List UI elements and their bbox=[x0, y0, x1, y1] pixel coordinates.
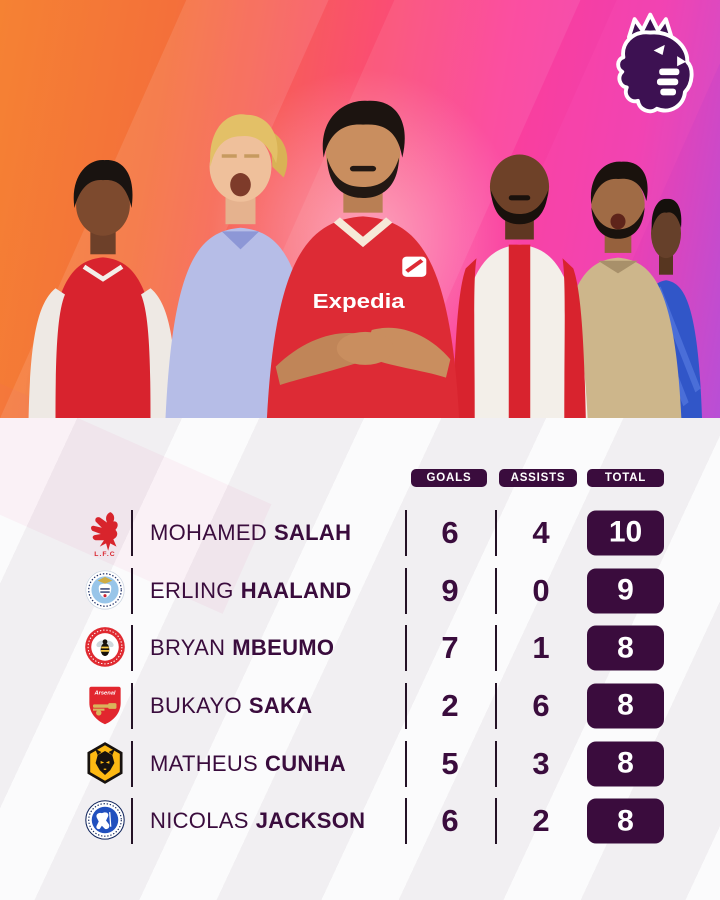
assists-value: 0 bbox=[532, 572, 550, 608]
premier-league-lion-logo-icon bbox=[616, 12, 694, 114]
player-last-name: HAALAND bbox=[240, 577, 352, 603]
arsenal-badge-icon bbox=[84, 682, 126, 730]
column-divider bbox=[405, 798, 407, 845]
column-divider bbox=[405, 740, 407, 787]
club-badge-cell bbox=[80, 740, 130, 788]
player-first-name: BUKAYO bbox=[150, 692, 242, 718]
chelsea-badge-icon bbox=[84, 797, 126, 845]
goals-value: 7 bbox=[441, 630, 459, 666]
column-divider bbox=[495, 625, 497, 672]
column-divider bbox=[405, 567, 407, 614]
column-divider bbox=[131, 625, 133, 672]
player-last-name: CUNHA bbox=[265, 750, 346, 776]
club-badge-cell bbox=[80, 567, 130, 615]
player-first-name: MATHEUS bbox=[150, 750, 259, 776]
player-bukayo-saka-photo bbox=[28, 159, 178, 418]
brentford-badge-icon bbox=[84, 624, 126, 672]
assists-value: 1 bbox=[532, 630, 550, 666]
player-name: BRYAN MBEUMO bbox=[150, 635, 400, 661]
hero-image: Expedia bbox=[0, 0, 720, 418]
assists-value: 4 bbox=[532, 514, 550, 550]
table-rows: MOHAMED SALAH 6 4 10 ERLING HAALAND 9 0 9 bbox=[0, 504, 720, 850]
jersey-sponsor-text: Expedia bbox=[313, 290, 406, 313]
column-divider bbox=[495, 740, 497, 787]
club-badge-cell bbox=[80, 682, 130, 730]
column-header-total: TOTAL bbox=[587, 469, 664, 487]
table-row: ERLING HAALAND 9 0 9 bbox=[0, 562, 720, 620]
club-badge-cell bbox=[80, 509, 130, 557]
player-first-name: ERLING bbox=[150, 577, 234, 603]
goals-value: 6 bbox=[441, 803, 459, 839]
total-value: 8 bbox=[617, 746, 634, 780]
total-value: 8 bbox=[617, 804, 634, 838]
total-badge: 8 bbox=[587, 741, 664, 787]
column-divider bbox=[405, 625, 407, 672]
goals-value: 9 bbox=[441, 572, 459, 608]
player-matheus-cunha-photo bbox=[554, 161, 682, 418]
table-row: NICOLAS JACKSON 6 2 8 bbox=[0, 792, 720, 850]
column-divider bbox=[131, 682, 133, 729]
total-badge: 8 bbox=[587, 798, 664, 844]
club-badge-cell bbox=[80, 624, 130, 672]
total-value: 8 bbox=[617, 688, 634, 722]
table-row: BUKAYO SAKA 2 6 8 bbox=[0, 677, 720, 735]
table-row: MATHEUS CUNHA 5 3 8 bbox=[0, 735, 720, 793]
column-divider bbox=[131, 740, 133, 787]
table-row: MOHAMED SALAH 6 4 10 bbox=[0, 504, 720, 562]
player-name: BUKAYO SAKA bbox=[150, 693, 400, 719]
total-badge: 10 bbox=[587, 510, 664, 556]
player-mohamed-salah-photo: Expedia bbox=[266, 100, 460, 418]
total-value: 9 bbox=[617, 573, 634, 607]
liverpool-badge-icon bbox=[84, 509, 126, 557]
column-divider bbox=[495, 682, 497, 729]
player-last-name: MBEUMO bbox=[232, 635, 335, 661]
goals-value: 6 bbox=[441, 514, 459, 550]
column-divider bbox=[405, 682, 407, 729]
man-city-badge-icon bbox=[84, 567, 126, 615]
total-value: 8 bbox=[617, 631, 634, 665]
assists-value: 2 bbox=[532, 803, 550, 839]
column-divider bbox=[131, 567, 133, 614]
column-divider bbox=[495, 798, 497, 845]
assists-value: 3 bbox=[532, 745, 550, 781]
column-header-assists: ASSISTS bbox=[499, 469, 577, 487]
player-name: NICOLAS JACKSON bbox=[150, 808, 400, 834]
player-last-name: SAKA bbox=[248, 692, 313, 718]
player-last-name: SALAH bbox=[274, 519, 352, 545]
player-name: ERLING HAALAND bbox=[150, 578, 400, 604]
total-badge: 8 bbox=[587, 625, 664, 671]
total-value: 10 bbox=[608, 515, 643, 549]
goals-value: 5 bbox=[441, 745, 459, 781]
player-first-name: MOHAMED bbox=[150, 519, 267, 545]
goals-value: 2 bbox=[441, 687, 459, 723]
player-bryan-mbeumo-photo bbox=[451, 154, 588, 418]
total-badge: 8 bbox=[587, 683, 664, 729]
total-badge: 9 bbox=[587, 568, 664, 614]
player-name: MATHEUS CUNHA bbox=[150, 751, 400, 777]
column-divider bbox=[131, 509, 133, 556]
assists-value: 6 bbox=[532, 687, 550, 723]
column-divider bbox=[495, 567, 497, 614]
player-first-name: NICOLAS bbox=[150, 808, 249, 834]
column-header-goals: GOALS bbox=[411, 469, 487, 487]
player-name: MOHAMED SALAH bbox=[150, 520, 400, 546]
column-divider bbox=[495, 509, 497, 556]
table-row: BRYAN MBEUMO 7 1 8 bbox=[0, 619, 720, 677]
column-divider bbox=[131, 798, 133, 845]
player-last-name: JACKSON bbox=[255, 808, 366, 834]
column-divider bbox=[405, 509, 407, 556]
club-badge-cell bbox=[80, 797, 130, 845]
player-first-name: BRYAN bbox=[150, 635, 226, 661]
wolves-badge-icon bbox=[84, 740, 126, 788]
